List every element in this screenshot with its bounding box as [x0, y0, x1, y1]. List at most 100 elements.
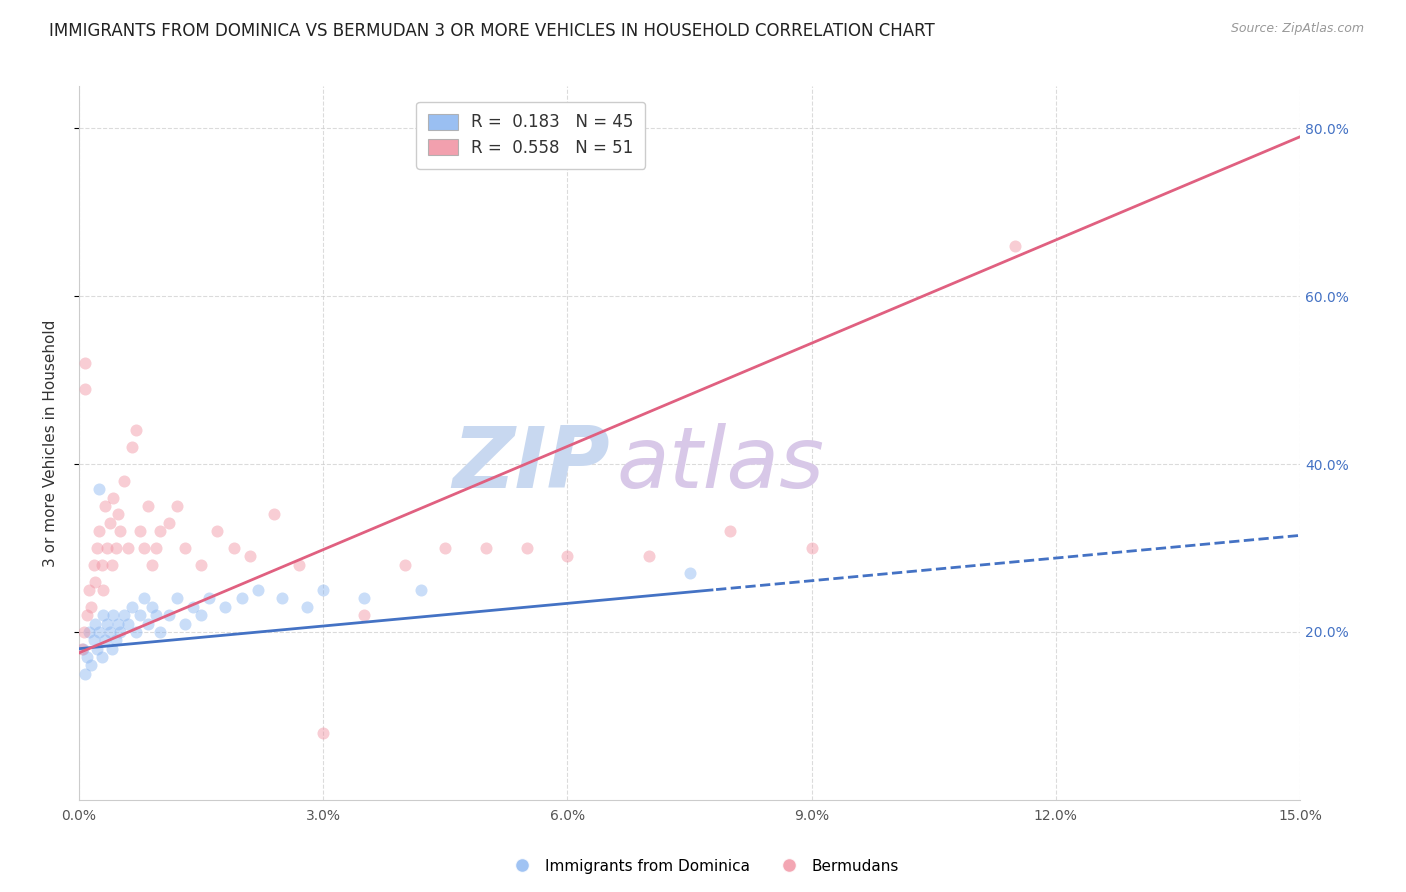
- Point: [101, 491, 124, 505]
- Point: [166, 499, 188, 513]
- Point: [637, 549, 659, 564]
- Point: [93, 608, 115, 623]
- Point: [231, 591, 253, 606]
- Point: [207, 524, 229, 538]
- Point: [75, 666, 97, 681]
- Point: [141, 558, 163, 572]
- Point: [157, 608, 180, 623]
- Point: [76, 650, 98, 665]
- Point: [125, 624, 148, 639]
- Point: [112, 608, 135, 623]
- Point: [312, 725, 335, 739]
- Point: [166, 591, 188, 606]
- Point: [100, 558, 122, 572]
- Point: [132, 541, 155, 555]
- Point: [263, 508, 285, 522]
- Point: [80, 599, 103, 614]
- Point: [117, 616, 139, 631]
- Point: [190, 608, 212, 623]
- Point: [125, 424, 148, 438]
- Text: IMMIGRANTS FROM DOMINICA VS BERMUDAN 3 OR MORE VEHICLES IN HOUSEHOLD CORRELATION: IMMIGRANTS FROM DOMINICA VS BERMUDAN 3 O…: [49, 22, 935, 40]
- Point: [141, 599, 163, 614]
- Point: [70, 641, 93, 656]
- Point: [394, 558, 416, 572]
- Point: [101, 608, 124, 623]
- Point: [86, 641, 108, 656]
- Point: [117, 541, 139, 555]
- Point: [84, 574, 107, 589]
- Point: [121, 440, 143, 454]
- Point: [149, 524, 172, 538]
- Point: [353, 591, 375, 606]
- Point: [112, 474, 135, 488]
- Point: [96, 616, 118, 631]
- Point: [84, 616, 107, 631]
- Point: [89, 624, 111, 639]
- Point: [136, 616, 159, 631]
- Point: [129, 608, 152, 623]
- Point: [557, 549, 579, 564]
- Point: [145, 541, 167, 555]
- Point: [104, 541, 127, 555]
- Point: [271, 591, 294, 606]
- Point: [287, 558, 309, 572]
- Point: [90, 558, 112, 572]
- Point: [157, 516, 180, 530]
- Point: [718, 524, 741, 538]
- Point: [83, 558, 105, 572]
- Point: [89, 524, 111, 538]
- Point: [80, 658, 103, 673]
- Point: [94, 633, 117, 648]
- Legend: R =  0.183   N = 45, R =  0.558   N = 51: R = 0.183 N = 45, R = 0.558 N = 51: [416, 102, 645, 169]
- Point: [475, 541, 498, 555]
- Point: [121, 599, 143, 614]
- Text: atlas: atlas: [616, 423, 824, 506]
- Point: [73, 624, 96, 639]
- Point: [190, 558, 212, 572]
- Point: [96, 541, 118, 555]
- Point: [94, 499, 117, 513]
- Point: [181, 599, 204, 614]
- Point: [77, 624, 100, 639]
- Point: [100, 641, 122, 656]
- Point: [72, 641, 94, 656]
- Point: [353, 608, 375, 623]
- Point: [108, 624, 131, 639]
- Point: [77, 582, 100, 597]
- Point: [98, 516, 121, 530]
- Point: [516, 541, 538, 555]
- Point: [76, 608, 98, 623]
- Point: [93, 582, 115, 597]
- Point: [800, 541, 823, 555]
- Point: [214, 599, 236, 614]
- Point: [222, 541, 245, 555]
- Point: [75, 356, 97, 370]
- Point: [104, 633, 127, 648]
- Legend: Immigrants from Dominica, Bermudans: Immigrants from Dominica, Bermudans: [501, 853, 905, 880]
- Point: [678, 566, 700, 581]
- Text: ZIP: ZIP: [453, 423, 610, 506]
- Point: [86, 541, 108, 555]
- Point: [90, 650, 112, 665]
- Point: [239, 549, 262, 564]
- Y-axis label: 3 or more Vehicles in Household: 3 or more Vehicles in Household: [44, 319, 58, 566]
- Point: [83, 633, 105, 648]
- Point: [107, 616, 129, 631]
- Point: [129, 524, 152, 538]
- Point: [247, 582, 270, 597]
- Point: [409, 582, 432, 597]
- Point: [145, 608, 167, 623]
- Point: [132, 591, 155, 606]
- Point: [89, 482, 111, 496]
- Point: [75, 382, 97, 396]
- Point: [173, 541, 195, 555]
- Point: [434, 541, 457, 555]
- Point: [198, 591, 221, 606]
- Point: [312, 582, 335, 597]
- Point: [149, 624, 172, 639]
- Point: [136, 499, 159, 513]
- Point: [1004, 239, 1026, 253]
- Point: [295, 599, 318, 614]
- Point: [173, 616, 195, 631]
- Point: [108, 524, 131, 538]
